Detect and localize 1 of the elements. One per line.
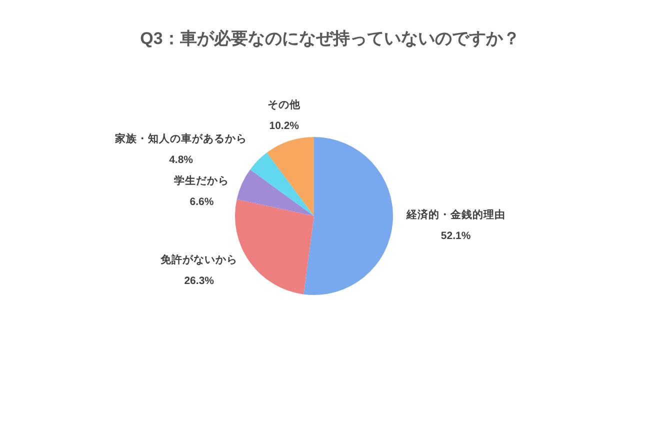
title: Q3：車が必要なのになぜ持っていないのですか？ (140, 29, 520, 48)
